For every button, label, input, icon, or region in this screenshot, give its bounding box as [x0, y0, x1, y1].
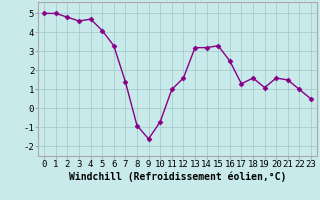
X-axis label: Windchill (Refroidissement éolien,°C): Windchill (Refroidissement éolien,°C) [69, 172, 286, 182]
